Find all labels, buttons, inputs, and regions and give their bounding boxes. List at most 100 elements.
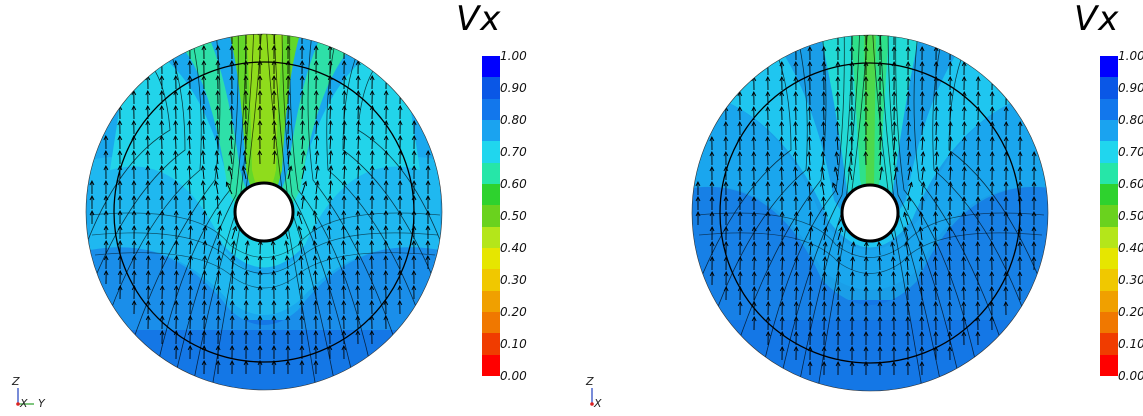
velocity-arrowhead	[201, 74, 207, 81]
velocity-arrow	[851, 242, 855, 256]
velocity-arrowhead	[906, 151, 912, 157]
velocity-arrowhead	[215, 105, 221, 111]
velocity-arrowhead	[933, 315, 939, 322]
velocity-arrowhead	[765, 136, 771, 142]
velocity-arrowhead	[709, 270, 715, 277]
velocity-arrow	[809, 211, 812, 226]
velocity-arrowhead	[355, 194, 361, 201]
velocity-arrowhead	[838, 226, 843, 232]
velocity-arrowhead	[271, 284, 277, 291]
velocity-arrowhead	[961, 225, 967, 232]
velocity-arrowhead	[411, 134, 417, 141]
velocity-arrowhead	[751, 225, 757, 232]
velocity-arrow	[948, 256, 951, 271]
velocity-arrow	[301, 151, 305, 165]
velocity-arrowhead	[411, 119, 417, 126]
velocity-arrowhead	[891, 330, 897, 337]
velocity-arrow	[189, 255, 192, 270]
velocity-arrowhead	[779, 226, 785, 232]
velocity-arrowhead	[159, 164, 165, 171]
velocity-arrow	[907, 137, 910, 151]
left-colorbar-tick-label: 0.50	[500, 209, 527, 223]
velocity-arrowhead	[227, 165, 233, 171]
velocity-arrowhead	[257, 119, 263, 126]
velocity-arrowhead	[919, 195, 925, 202]
velocity-arrowhead	[159, 270, 165, 276]
velocity-arrowhead	[820, 166, 826, 172]
velocity-arrowhead	[793, 106, 799, 112]
velocity-arrowhead	[285, 329, 291, 336]
left-contour-lines	[89, 212, 441, 289]
velocity-arrow	[202, 166, 205, 180]
velocity-arrowhead	[103, 239, 109, 246]
velocity-arrowhead	[271, 314, 277, 321]
velocity-arrowhead	[173, 255, 179, 261]
velocity-arrowhead	[117, 284, 123, 291]
velocity-arrowhead	[907, 166, 913, 172]
velocity-arrow	[920, 242, 923, 256]
velocity-arrowhead	[313, 89, 319, 96]
right-colorbar-segment	[1100, 184, 1118, 206]
velocity-arrowhead	[159, 240, 165, 246]
velocity-arrow	[301, 136, 304, 150]
velocity-arrowhead	[737, 255, 743, 262]
velocity-arrowhead	[947, 90, 953, 97]
velocity-arrowhead	[723, 150, 729, 157]
velocity-arrowhead	[836, 271, 841, 277]
velocity-arrow	[794, 166, 797, 181]
velocity-arrowhead	[355, 150, 361, 156]
velocity-arrowhead	[257, 74, 263, 81]
velocity-arrowhead	[173, 270, 179, 276]
velocity-arrowhead	[215, 74, 221, 81]
velocity-arrowhead	[1031, 210, 1037, 217]
velocity-arrowhead	[807, 300, 813, 307]
right-velocity-arrows	[695, 35, 1037, 376]
velocity-arrowhead	[863, 300, 869, 307]
right-panel: Vx 1.00 0.90 0.80 0.70 0.60 0.50 0.40 0.30 0.20 0…	[572, 0, 1143, 416]
velocity-arrowhead	[918, 241, 924, 247]
right-colorbar-segment	[1100, 248, 1118, 270]
velocity-arrowhead	[779, 300, 785, 307]
velocity-arrowhead	[765, 330, 771, 337]
velocity-arrowhead	[905, 35, 911, 37]
velocity-arrowhead	[723, 165, 729, 172]
velocity-arrow	[821, 167, 825, 181]
velocity-arrowhead	[821, 286, 827, 292]
velocity-arrowhead	[807, 75, 813, 82]
velocity-arrowhead	[328, 120, 333, 126]
velocity-arrowhead	[975, 120, 981, 127]
velocity-arrow	[202, 120, 205, 135]
velocity-arrowhead	[369, 239, 375, 246]
velocity-arrowhead	[215, 329, 221, 336]
velocity-arrowhead	[947, 75, 953, 82]
velocity-arrowhead	[257, 329, 263, 336]
velocity-arrowhead	[229, 44, 235, 51]
velocity-arrowhead	[947, 286, 953, 292]
right-colorbar-tick-label: 0.60	[1118, 177, 1143, 191]
velocity-arrowhead	[285, 44, 291, 51]
velocity-arrowhead	[214, 150, 220, 156]
velocity-arrowhead	[341, 105, 347, 111]
velocity-arrowhead	[241, 165, 247, 171]
velocity-arrowhead	[299, 314, 305, 321]
velocity-arrowhead	[723, 120, 729, 127]
velocity-arrowhead	[793, 300, 799, 307]
velocity-arrow	[217, 270, 220, 285]
velocity-arrow	[217, 226, 221, 240]
velocity-arrowhead	[314, 165, 320, 171]
velocity-arrowhead	[242, 150, 248, 156]
velocity-arrow	[808, 167, 811, 181]
velocity-arrowhead	[271, 74, 277, 81]
velocity-arrowhead	[355, 314, 361, 321]
right-domain-boundary	[691, 34, 1049, 392]
velocity-arrow	[795, 241, 798, 256]
velocity-arrowhead	[145, 209, 151, 216]
velocity-arrowhead	[695, 180, 701, 187]
velocity-arrowhead	[285, 120, 291, 126]
velocity-arrow	[934, 242, 937, 256]
velocity-arrowhead	[257, 149, 263, 156]
velocity-arrowhead	[989, 225, 995, 232]
velocity-arrowhead	[229, 285, 235, 291]
velocity-arrowhead	[271, 269, 277, 276]
velocity-arrowhead	[933, 300, 939, 307]
